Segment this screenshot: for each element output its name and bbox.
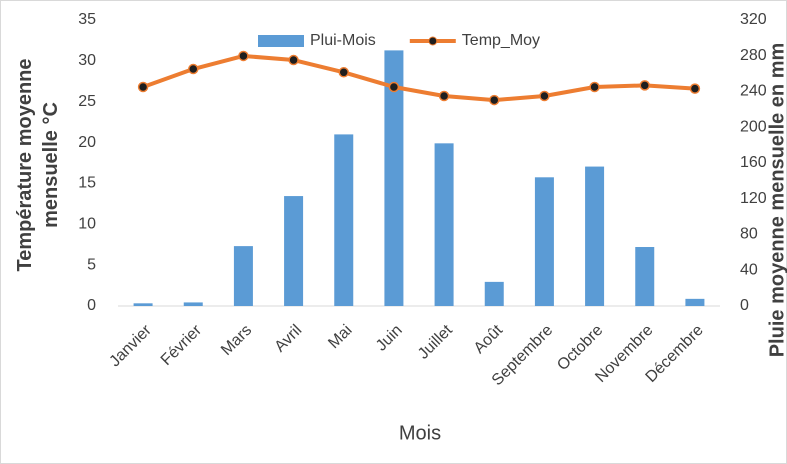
line-marker bbox=[238, 50, 249, 62]
line-marker bbox=[539, 90, 550, 102]
line-marker bbox=[639, 80, 650, 91]
y-tick-label: 25 bbox=[78, 93, 96, 110]
bar bbox=[534, 177, 554, 306]
line-marker bbox=[188, 63, 199, 75]
legend-label: Plui-Mois bbox=[310, 32, 376, 49]
bar bbox=[183, 302, 203, 306]
y2-tick-label: 320 bbox=[740, 11, 767, 28]
legend-swatch bbox=[258, 35, 304, 47]
y-tick-label: 10 bbox=[78, 216, 96, 233]
y-tick-label: 35 bbox=[78, 11, 96, 28]
y2-tick-label: 200 bbox=[740, 118, 767, 135]
legend-label: Temp_Moy bbox=[462, 32, 540, 49]
y-tick-label: 0 bbox=[87, 297, 96, 314]
bar bbox=[384, 50, 404, 307]
bar bbox=[133, 303, 153, 306]
bar bbox=[334, 134, 354, 306]
y-tick-label: 30 bbox=[78, 52, 96, 69]
line-marker bbox=[137, 81, 149, 93]
line-marker bbox=[438, 90, 450, 102]
y2-tick-label: 0 bbox=[740, 297, 749, 314]
y-axis-title-1: Température moyenne mensuelle °C bbox=[14, 58, 62, 271]
bar bbox=[484, 281, 504, 306]
bar bbox=[585, 166, 605, 306]
line-marker bbox=[388, 81, 400, 93]
legend-marker bbox=[428, 36, 438, 46]
line-marker bbox=[589, 81, 600, 93]
bar bbox=[635, 247, 655, 306]
y-tick-label: 5 bbox=[87, 256, 96, 273]
y2-tick-label: 240 bbox=[740, 83, 767, 100]
line-marker bbox=[489, 94, 500, 106]
y2-tick-label: 80 bbox=[740, 226, 758, 243]
line-marker bbox=[689, 83, 701, 94]
y2-tick-label: 120 bbox=[740, 190, 767, 207]
y2-tick-label: 280 bbox=[740, 47, 767, 64]
y-tick-label: 20 bbox=[78, 134, 96, 151]
y2-axis-title: Pluie moyenne mensuelle en mm bbox=[766, 43, 787, 358]
bar bbox=[233, 246, 253, 306]
line-marker bbox=[338, 67, 349, 78]
y2-tick-label: 40 bbox=[740, 261, 758, 278]
y-tick-label: 15 bbox=[78, 175, 96, 192]
line-marker bbox=[288, 54, 299, 66]
y2-tick-label: 160 bbox=[740, 154, 767, 171]
x-axis-title: Mois bbox=[399, 422, 441, 444]
line bbox=[142, 53, 696, 103]
bar bbox=[284, 196, 304, 306]
bar bbox=[685, 298, 705, 306]
bar bbox=[434, 143, 454, 306]
